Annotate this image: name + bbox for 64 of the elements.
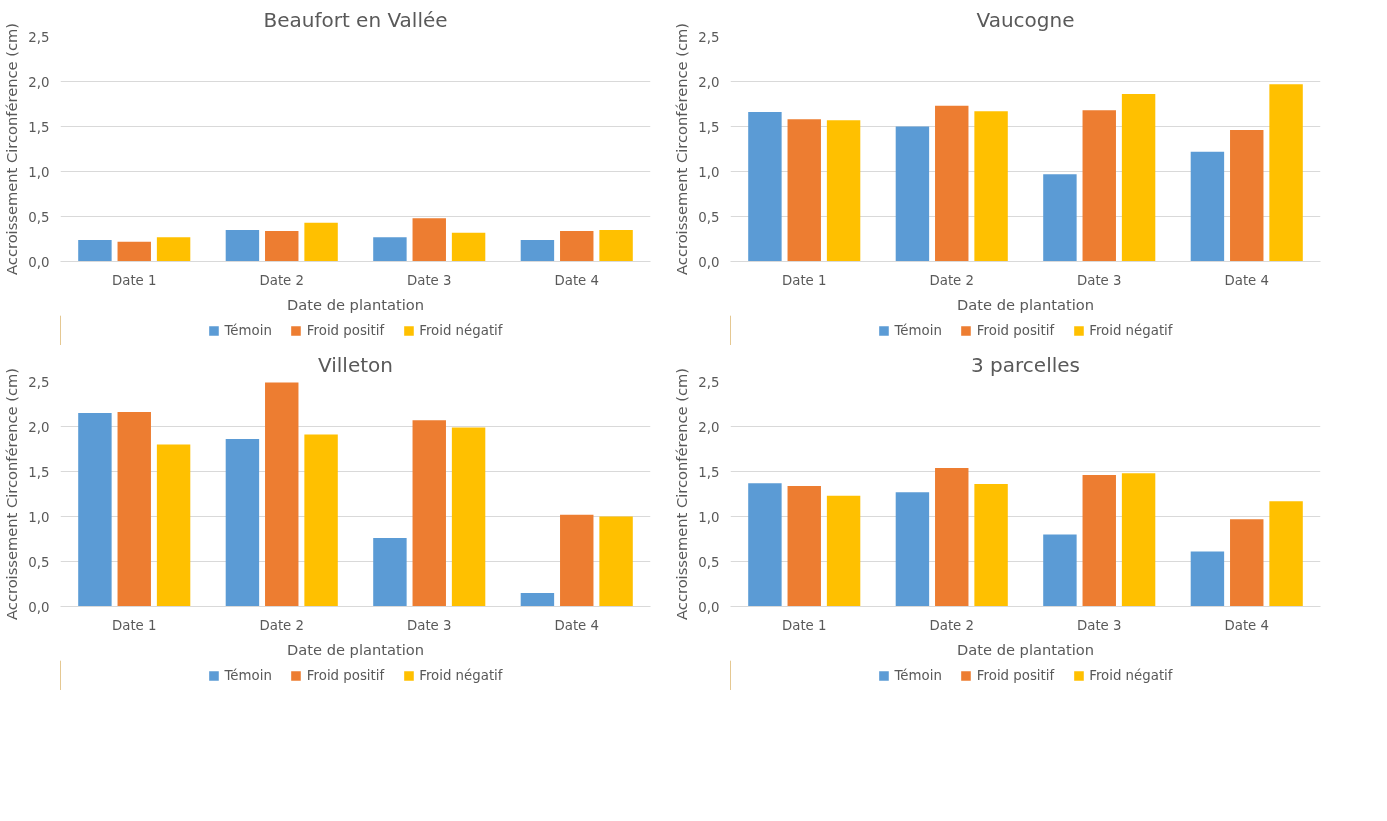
legend-label: Témoin <box>894 667 942 683</box>
x-tick-label: Date 4 <box>554 617 600 633</box>
y-axis-title: Accroissement Circonférence (cm) <box>3 23 21 275</box>
x-axis-title: Date de plantation <box>286 640 425 658</box>
y-tick-label: 1,5 <box>28 464 50 480</box>
y-axis-title: Accroissement Circonférence (cm) <box>673 368 691 620</box>
y-tick-label: 1,5 <box>698 464 720 480</box>
y-tick-label: 1,0 <box>28 164 50 180</box>
x-tick-label: Date 2 <box>259 272 305 288</box>
legend-label: Froid positif <box>306 322 385 338</box>
legend-label: Froid positif <box>976 322 1055 338</box>
legend-label: Froid négatif <box>1089 667 1173 683</box>
x-tick-label: Date 1 <box>111 617 157 633</box>
y-tick-label: 2,0 <box>698 419 720 435</box>
y-axis-title: Accroissement Circonférence (cm) <box>3 368 21 620</box>
x-tick-label: Date 2 <box>259 617 305 633</box>
x-axis-title: Date de plantation <box>956 640 1095 658</box>
y-tick-label: 2,0 <box>698 74 720 90</box>
y-tick-label: 0,5 <box>28 554 50 570</box>
y-tick-label: 1,0 <box>698 164 720 180</box>
x-tick-label: Date 3 <box>1076 272 1122 288</box>
y-tick-label: 1,0 <box>28 509 50 525</box>
y-tick-label: 0,5 <box>28 209 50 225</box>
chart-title: Vaucogne <box>976 7 1075 32</box>
x-tick-label: Date 4 <box>1224 617 1270 633</box>
y-axis-title: Accroissement Circonférence (cm) <box>673 23 691 275</box>
legend-label: Témoin <box>224 667 272 683</box>
x-tick-label: Date 4 <box>1224 272 1270 288</box>
y-tick-label: 0,5 <box>698 554 720 570</box>
legend-label: Froid positif <box>306 667 385 683</box>
y-tick-label: 0,0 <box>28 599 50 615</box>
legend-label: Témoin <box>224 322 272 338</box>
y-tick-label: 2,5 <box>698 29 720 45</box>
x-tick-label: Date 3 <box>406 617 452 633</box>
y-tick-label: 0,5 <box>698 209 720 225</box>
y-tick-label: 0,0 <box>28 254 50 270</box>
chart-title: Villeton <box>318 352 393 377</box>
y-tick-label: 1,5 <box>28 119 50 135</box>
y-tick-label: 2,5 <box>698 374 720 390</box>
chart-title: Beaufort en Vallée <box>263 7 448 32</box>
y-tick-label: 0,0 <box>698 599 720 615</box>
x-tick-label: Date 3 <box>1076 617 1122 633</box>
x-axis-title: Date de plantation <box>956 295 1095 313</box>
y-tick-label: 2,0 <box>28 419 50 435</box>
legend-label: Froid négatif <box>1089 322 1173 338</box>
x-tick-label: Date 2 <box>929 272 975 288</box>
legend-label: Froid négatif <box>419 667 503 683</box>
x-tick-label: Date 1 <box>781 272 827 288</box>
y-tick-label: 2,0 <box>28 74 50 90</box>
chart-title: 3 parcelles <box>971 352 1080 377</box>
legend-label: Froid positif <box>976 667 1055 683</box>
x-tick-label: Date 4 <box>554 272 600 288</box>
y-tick-label: 1,0 <box>698 509 720 525</box>
x-tick-label: Date 2 <box>929 617 975 633</box>
y-tick-label: 1,5 <box>698 119 720 135</box>
legend-label: Témoin <box>894 322 942 338</box>
y-tick-label: 0,0 <box>698 254 720 270</box>
x-tick-label: Date 3 <box>406 272 452 288</box>
y-tick-label: 2,5 <box>28 374 50 390</box>
x-tick-label: Date 1 <box>111 272 157 288</box>
y-tick-label: 2,5 <box>28 29 50 45</box>
x-tick-label: Date 1 <box>781 617 827 633</box>
x-axis-title: Date de plantation <box>286 295 425 313</box>
legend-label: Froid négatif <box>419 322 503 338</box>
